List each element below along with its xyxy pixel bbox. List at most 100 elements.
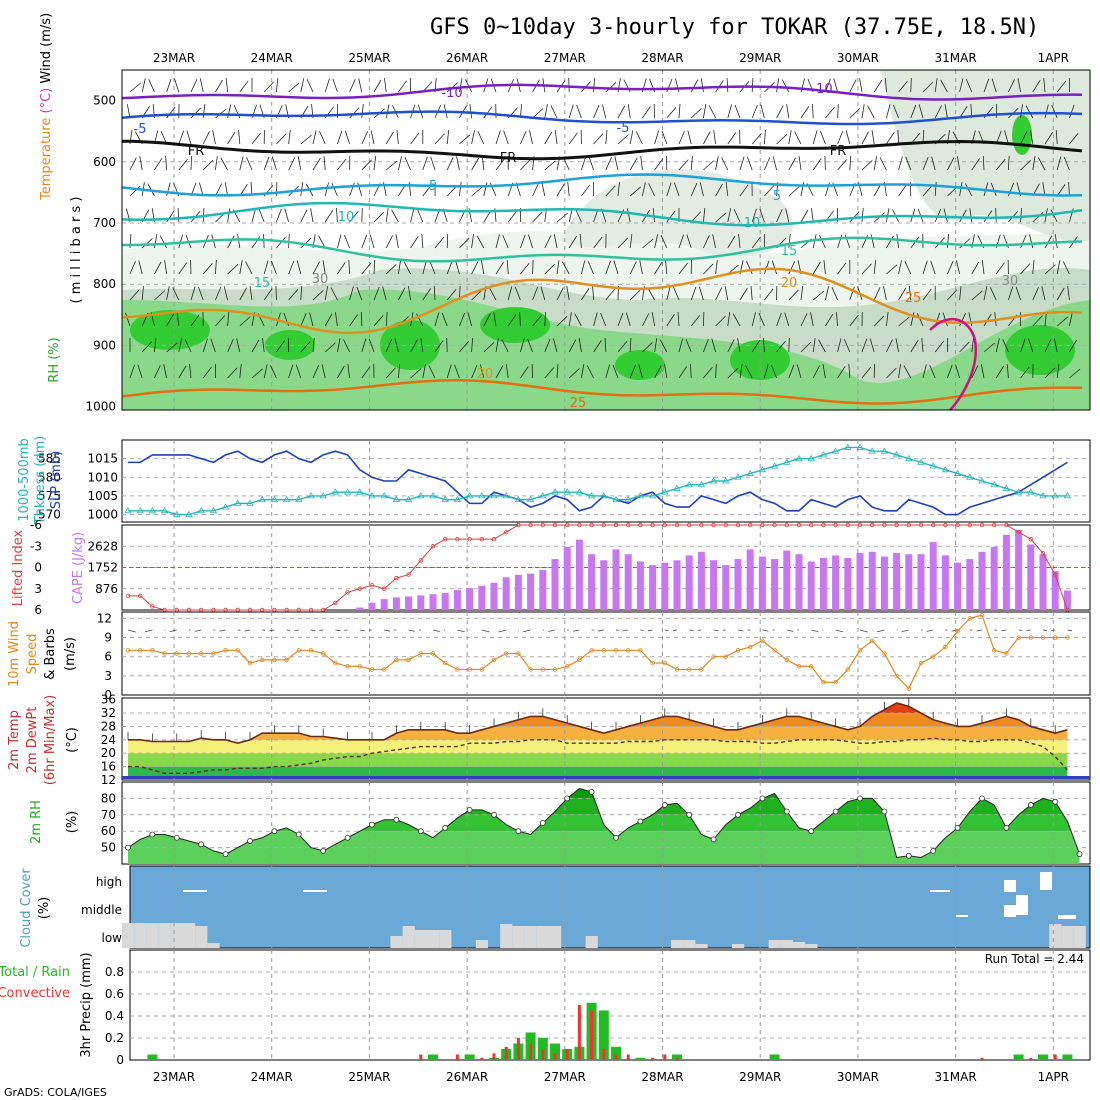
- thickness-marker: [221, 503, 230, 510]
- wind10-marker: [540, 667, 545, 672]
- date-label-bottom: 28MAR: [641, 1070, 683, 1084]
- wind-barb: [746, 261, 753, 275]
- wind-barb: [873, 260, 877, 275]
- wind10-panel: 12 9 6 3 0 10m Wind Speed & Barbs (m/s): [7, 611, 1091, 702]
- li-marker: [772, 522, 777, 528]
- rh-marker: [173, 834, 180, 841]
- wind-barb: [288, 82, 300, 93]
- temp2m-ylabels: 2m Temp 2m DewPt (6hr Min/Max) (°C): [7, 695, 80, 785]
- wind-barb: [800, 313, 808, 327]
- wind10-marker: [1040, 635, 1046, 640]
- wind-barb: [567, 182, 570, 197]
- wind-barb: [495, 338, 499, 353]
- wind-barb: [1032, 287, 1039, 301]
- wind-barb: [239, 156, 244, 171]
- wind10-marker: [406, 657, 411, 663]
- wind-barb: [178, 234, 184, 249]
- wind-barb: [635, 131, 643, 145]
- wind-barb: [300, 312, 307, 327]
- li-marker: [870, 522, 875, 528]
- contour-label: 10: [338, 210, 355, 225]
- wind10-barbs: [127, 629, 1073, 633]
- wind-barb: [324, 182, 329, 197]
- cloud-low: [134, 923, 147, 948]
- thickness-marker: [880, 447, 889, 454]
- cloud-low: [732, 944, 745, 948]
- wind10-marker: [845, 667, 850, 672]
- wind-barb: [678, 104, 681, 119]
- wind10-marker: [955, 628, 960, 634]
- wind-barb: [434, 340, 444, 353]
- wind-barb: [800, 106, 810, 119]
- wind-barb: [678, 262, 688, 275]
- wind-barb: [981, 260, 985, 275]
- wind-barb: [358, 78, 363, 93]
- wind-barb: [812, 103, 814, 119]
- cape-bar: [380, 599, 388, 610]
- cloud-grid: [173, 866, 1054, 948]
- wind-barb: [770, 364, 777, 379]
- cape-bar: [954, 562, 962, 610]
- wind-barb: [652, 208, 655, 223]
- wind10-barb: [926, 629, 934, 632]
- wind-barb: [845, 130, 851, 145]
- pressure-tick: 900: [93, 338, 116, 352]
- wind-barb: [660, 235, 668, 249]
- wind-barb: [703, 367, 713, 379]
- cape-bar: [929, 542, 937, 610]
- wind-barb: [139, 156, 143, 171]
- wind10-barb: [573, 629, 580, 632]
- wind-barb: [581, 156, 587, 171]
- cloud-low: [512, 926, 525, 948]
- wind-barb: [288, 157, 296, 171]
- rh2m-line: [125, 788, 1083, 859]
- wind-barb: [678, 130, 685, 145]
- wind-barb: [166, 182, 171, 197]
- chart-title: GFS 0~10day 3-hourly for TOKAR (37.75E, …: [430, 15, 1039, 40]
- wind-barb: [141, 286, 144, 301]
- thickness-tick: 570: [38, 508, 61, 522]
- wind-barb: [849, 314, 859, 327]
- rh-marker: [295, 831, 302, 838]
- cape-bar: [539, 569, 547, 610]
- wind-barb: [361, 366, 371, 379]
- wind-barb: [129, 364, 135, 379]
- wind-barb: [1044, 367, 1056, 379]
- precip-total-bar: [147, 1054, 158, 1060]
- wind-barb: [349, 286, 354, 301]
- wind-barb: [202, 366, 212, 379]
- wind-barb: [471, 130, 475, 145]
- wind-barb: [665, 260, 668, 275]
- rh2m-ylabels: 2m RH (%): [29, 800, 80, 844]
- wind-barb: [166, 106, 176, 119]
- thickness-marker: [953, 469, 962, 476]
- wind-barb: [324, 313, 333, 327]
- wind-barb: [921, 338, 924, 353]
- precip-grid: [130, 950, 1090, 1060]
- thickness-marker: [892, 451, 901, 458]
- wind-barb: [312, 290, 324, 301]
- wind-barb: [495, 234, 500, 249]
- thickness-marker: [661, 488, 669, 495]
- precip-tick: 0.6: [105, 987, 124, 1001]
- wind-barb: [297, 156, 302, 171]
- wind10-barb: [335, 629, 341, 632]
- wind10-marker: [186, 651, 192, 656]
- wind-barb: [629, 186, 642, 197]
- date-label-top: 23MAR: [153, 51, 195, 65]
- contour-label: 10: [744, 216, 761, 231]
- wind-barb: [165, 156, 167, 171]
- precip-total-bar: [611, 1046, 621, 1060]
- wind-barb: [410, 208, 415, 223]
- wind10-barb: [548, 629, 556, 632]
- wind-barb: [568, 104, 574, 119]
- wind-barb: [699, 182, 704, 197]
- wind-barb: [1004, 130, 1009, 145]
- wind-barb: [189, 364, 192, 379]
- cape-tick: 2628: [87, 539, 118, 553]
- wind-barb: [763, 338, 765, 353]
- wind10-marker: [687, 667, 692, 672]
- wind-barb: [154, 290, 166, 301]
- wind-barb: [506, 260, 509, 275]
- wind-barb: [788, 364, 795, 379]
